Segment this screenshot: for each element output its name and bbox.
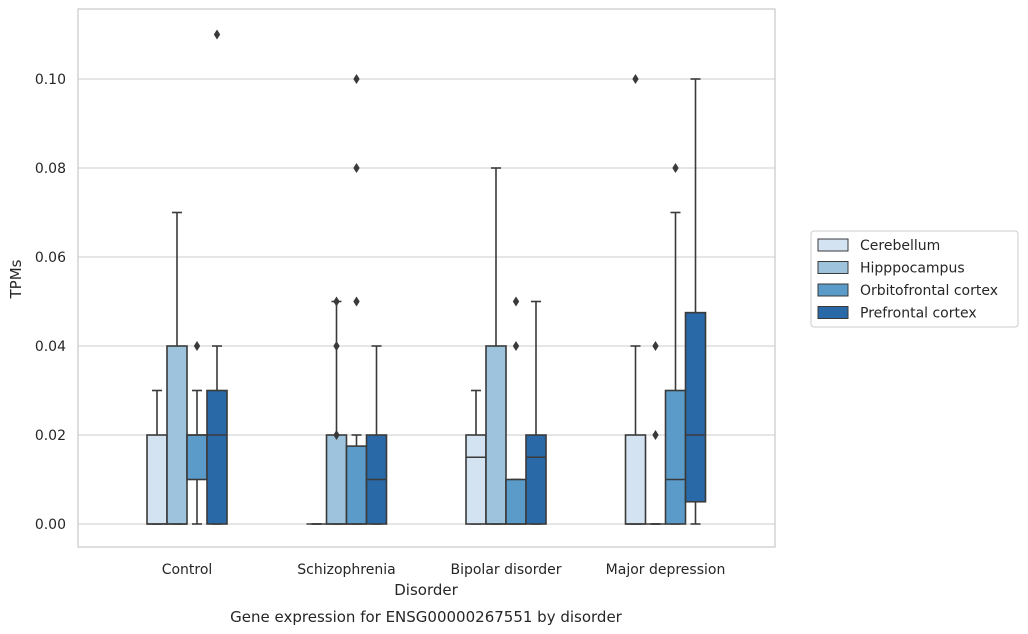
box-group [645,341,666,525]
legend-swatch [817,283,849,297]
box-body [485,345,507,525]
outlier-point [333,430,340,440]
outlier-point [512,296,520,307]
box-body [664,389,687,525]
outlier-point [353,74,360,84]
box-body [345,445,368,525]
y-tick-label: 0.02 [35,428,66,444]
box-body [325,434,348,525]
legend-swatch [817,238,849,252]
y-tick-label: 0.00 [35,517,66,533]
outlier-point [353,296,360,307]
box-body [624,434,647,525]
box-body [684,311,707,503]
legend: Cerebellum Hipppocampus Orbitofrontal cort… [810,230,1019,328]
x-tick-label: Major depression [606,562,726,578]
y-tick-label: 0.10 [35,72,66,88]
legend-swatch [817,261,849,274]
legend-label: Cerebellum [860,238,940,254]
axes-frame [77,8,776,548]
box-group [365,345,388,525]
box-body [465,434,487,525]
outlier-point [652,341,659,351]
box-group [505,296,527,525]
box-group [206,29,228,525]
outlier-point [672,163,679,173]
chart-title: Gene expression for ENSG00000267551 by d… [230,608,623,626]
outlier-point [333,341,340,351]
box-group [146,389,168,525]
box-group [345,74,368,525]
y-tick-labels: 0.00 0.02 0.04 0.06 0.08 0.10 [35,72,66,533]
y-tick-label: 0.04 [35,339,66,355]
box-group [525,300,547,525]
y-tick-label: 0.06 [35,250,66,266]
x-tick-labels: Control Schizophrenia Bipolar disorder Majo… [162,562,726,578]
box-group [664,163,687,525]
outlier-point [213,29,221,40]
box-body [206,389,228,525]
outlier-point [632,74,639,84]
legend-label: Hipppocampus [860,261,965,277]
outlier-point [652,430,659,440]
legend-label: Orbitofrontal cortex [860,283,998,299]
outlier-point [333,296,340,307]
box-body [525,434,547,525]
plot-area [146,29,707,525]
x-tick-label: Bipolar disorder [450,562,561,578]
legend-frame [810,230,1019,328]
y-tick-label: 0.08 [35,161,66,177]
box-group [465,389,487,525]
outlier-point [193,341,201,351]
y-axis-label: TPMs [7,259,25,299]
box-body [166,345,188,525]
box-body [146,434,168,525]
box-group [166,211,188,525]
x-tick-label: Control [162,562,213,578]
legend-swatch [817,306,849,319]
legend-label: Prefrontal cortex [860,306,977,322]
box-body [505,478,527,525]
x-axis-label: Disorder [394,581,458,599]
box-group [485,167,507,525]
box-group [325,296,348,525]
box-group [186,341,208,525]
box-group [624,74,647,525]
box-group [684,78,707,525]
outlier-point [353,163,360,173]
outlier-point [512,341,520,351]
x-tick-label: Schizophrenia [297,562,395,578]
box-body [186,434,208,481]
